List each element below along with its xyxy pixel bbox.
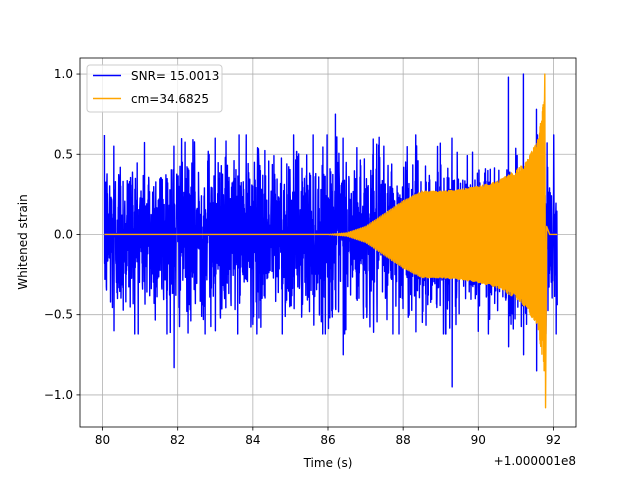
x-axis-label: Time (s) xyxy=(303,456,353,470)
legend: SNR= 15.0013 cm=34.6825 xyxy=(86,64,223,113)
x-tick-label: 92 xyxy=(546,433,561,447)
axis-ticks: 80 82 84 86 88 90 92 −1.0 −0.5 0.0 0.5 1.0 xyxy=(44,67,561,447)
legend-label-cm: cm=34.6825 xyxy=(131,92,209,106)
x-tick-label: 84 xyxy=(245,433,260,447)
x-tick-label: 86 xyxy=(320,433,335,447)
y-tick-label: −0.5 xyxy=(44,308,73,322)
legend-label-snr: SNR= 15.0013 xyxy=(131,69,219,83)
x-tick-label: 90 xyxy=(471,433,486,447)
x-tick-label: 82 xyxy=(170,433,185,447)
legend-box xyxy=(86,64,223,113)
y-axis-label: Whitened strain xyxy=(16,194,30,290)
x-tick-label: 88 xyxy=(396,433,411,447)
x-tick-label: 80 xyxy=(95,433,110,447)
y-tick-label: 0.0 xyxy=(54,227,73,241)
y-tick-label: 0.5 xyxy=(54,147,73,161)
y-tick-label: 1.0 xyxy=(54,67,73,81)
plot-area xyxy=(103,73,558,409)
series-line-cm xyxy=(103,73,558,409)
y-tick-label: −1.0 xyxy=(44,388,73,402)
x-axis-offset-label: +1.000001e8 xyxy=(494,454,576,468)
